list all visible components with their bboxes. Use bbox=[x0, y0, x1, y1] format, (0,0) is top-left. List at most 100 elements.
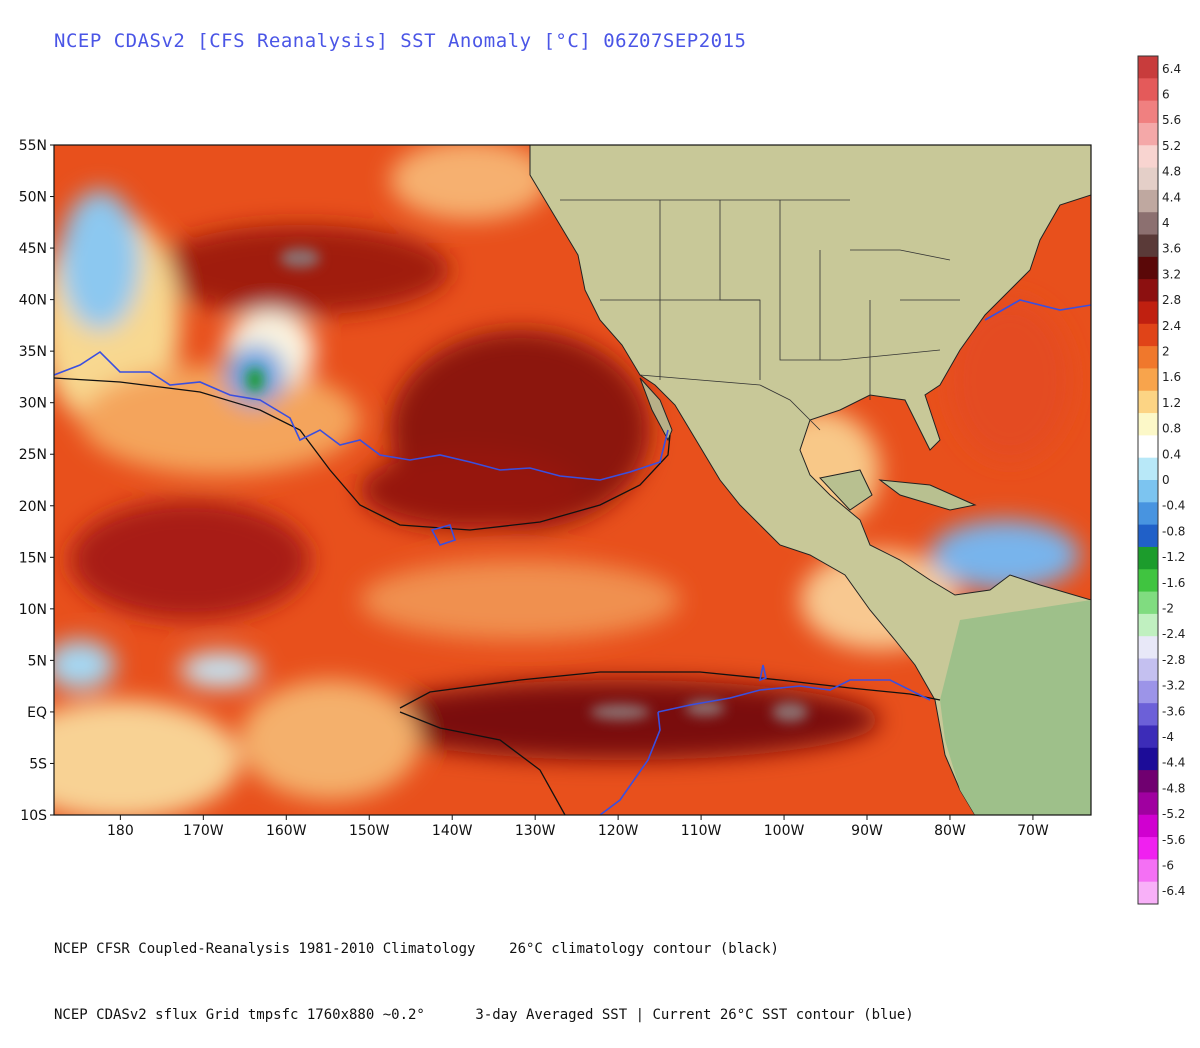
colorbar-label: 5.6 bbox=[1162, 113, 1181, 127]
colorbar-swatch bbox=[1138, 524, 1158, 548]
colorbar-label: -6.4 bbox=[1162, 884, 1185, 898]
colorbar-swatch bbox=[1138, 859, 1158, 883]
current-26c-contour bbox=[54, 299, 1091, 815]
colorbar-label: 0.4 bbox=[1162, 447, 1181, 461]
colorbar-swatch bbox=[1138, 680, 1158, 704]
lat-label: 50N bbox=[19, 190, 47, 206]
colorbar-swatch bbox=[1138, 189, 1158, 213]
colorbar-swatch bbox=[1138, 457, 1158, 481]
colorbar-label: -1.6 bbox=[1162, 576, 1185, 590]
yucatan bbox=[819, 469, 873, 511]
colorbar-swatch bbox=[1138, 234, 1158, 258]
colorbar-label: -4 bbox=[1162, 730, 1174, 744]
footer-line-1: NCEP CFSR Coupled-Reanalysis 1981-2010 C… bbox=[54, 941, 779, 957]
colorbar-label: -3.6 bbox=[1162, 704, 1185, 718]
colorbar-label: 1.6 bbox=[1162, 370, 1181, 384]
colorbar-swatch bbox=[1138, 502, 1158, 526]
map-frame bbox=[53, 144, 1092, 816]
colorbar-swatch bbox=[1138, 301, 1158, 325]
political-borders bbox=[560, 199, 960, 431]
lon-label: 110W bbox=[681, 823, 722, 839]
colorbar-label: 3.2 bbox=[1162, 267, 1181, 281]
colorbar-label: -5.2 bbox=[1162, 807, 1185, 821]
lat-label: 25N bbox=[19, 447, 47, 463]
colorbar-swatch bbox=[1138, 390, 1158, 414]
colorbar-label: -1.2 bbox=[1162, 550, 1185, 564]
colorbar-swatch bbox=[1138, 703, 1158, 726]
colorbar-label: -0.4 bbox=[1162, 499, 1185, 513]
lat-label: 40N bbox=[19, 293, 47, 309]
lat-label: 55N bbox=[19, 138, 47, 154]
lat-label: 10N bbox=[19, 602, 47, 618]
colorbar-label: 4.4 bbox=[1162, 190, 1181, 204]
colorbar-swatch bbox=[1138, 323, 1158, 347]
colorbar-swatch bbox=[1138, 881, 1158, 905]
footer-line-2: NCEP CDASv2 sflux Grid tmpsfc 1760x880 ~… bbox=[54, 1007, 914, 1023]
colorbar-swatch bbox=[1138, 747, 1158, 771]
lat-label: EQ bbox=[27, 705, 47, 721]
south-america-green bbox=[940, 600, 1091, 815]
colorbar-swatch bbox=[1138, 613, 1158, 637]
lat-label: 15N bbox=[19, 550, 47, 566]
colorbar-label: 4 bbox=[1162, 216, 1170, 230]
colorbar-swatch bbox=[1138, 100, 1158, 124]
colorbar-swatch bbox=[1138, 569, 1158, 593]
lon-label: 160W bbox=[266, 823, 307, 839]
colorbar-frame bbox=[1137, 55, 1159, 905]
colorbar-swatch bbox=[1138, 636, 1158, 660]
lat-label: 5N bbox=[28, 653, 47, 669]
lat-label: 20N bbox=[19, 499, 47, 515]
map-svg: 55N50N45N40N35N30N25N20N15N10N5NEQ5S10S … bbox=[19, 55, 1185, 905]
lat-label: 5S bbox=[29, 756, 47, 772]
colorbar-label: -0.8 bbox=[1162, 524, 1185, 538]
colorbar-swatch bbox=[1138, 546, 1158, 570]
colorbar-swatch bbox=[1138, 725, 1158, 749]
colorbar-label: -2 bbox=[1162, 601, 1174, 615]
colorbar-label: 0 bbox=[1162, 473, 1170, 487]
colorbar-swatch bbox=[1138, 167, 1158, 191]
colorbar-label: 2.4 bbox=[1162, 319, 1181, 333]
colorbar-label: 5.2 bbox=[1162, 139, 1181, 153]
land-masses bbox=[529, 145, 1091, 815]
colorbar-swatch bbox=[1138, 256, 1158, 280]
lon-label: 120W bbox=[598, 823, 639, 839]
climatology-26c-contour bbox=[54, 377, 941, 815]
colorbar-label: -6 bbox=[1162, 858, 1174, 872]
colorbar-label: 3.6 bbox=[1162, 242, 1181, 256]
colorbar-swatch bbox=[1138, 480, 1158, 503]
lat-label: 45N bbox=[19, 241, 47, 257]
colorbar-swatch bbox=[1138, 837, 1158, 860]
colorbar-label: 2 bbox=[1162, 345, 1170, 359]
colorbar-label: -2.8 bbox=[1162, 653, 1185, 667]
colorbar-swatch bbox=[1138, 78, 1158, 102]
colorbar-swatch bbox=[1138, 435, 1158, 459]
lon-label: 150W bbox=[349, 823, 390, 839]
colorbar-swatch bbox=[1138, 658, 1158, 682]
lat-label: 35N bbox=[19, 344, 47, 360]
colorbar-label: 2.8 bbox=[1162, 293, 1181, 307]
colorbar-label: 1.2 bbox=[1162, 396, 1181, 410]
lon-label: 130W bbox=[515, 823, 556, 839]
colorbar-label: -4.4 bbox=[1162, 756, 1185, 770]
lat-label: 30N bbox=[19, 396, 47, 412]
lon-label: 80W bbox=[934, 823, 966, 839]
lon-label: 170W bbox=[183, 823, 224, 839]
longitude-axis: 180 170W 160W 150W 140W 130W 120W 110W 100W 90W 80… bbox=[107, 815, 1049, 839]
colorbar-swatch bbox=[1138, 770, 1158, 793]
colorbar-swatch bbox=[1138, 145, 1158, 169]
colorbar-swatch bbox=[1138, 814, 1158, 838]
colorbar-swatch bbox=[1138, 212, 1158, 236]
colorbar-swatch bbox=[1138, 368, 1158, 392]
colorbar-label: -2.4 bbox=[1162, 627, 1185, 641]
colorbar-swatch bbox=[1138, 346, 1158, 369]
colorbar-label: -4.8 bbox=[1162, 781, 1185, 795]
lon-label: 70W bbox=[1017, 823, 1049, 839]
lon-label: 90W bbox=[851, 823, 883, 839]
colorbar-label: -3.2 bbox=[1162, 679, 1185, 693]
colorbar-swatch bbox=[1138, 279, 1158, 302]
colorbar-swatch bbox=[1138, 792, 1158, 816]
lon-label: 180 bbox=[107, 823, 134, 839]
colorbar-label: 6 bbox=[1162, 88, 1170, 102]
colorbar-swatch bbox=[1138, 56, 1158, 79]
colorbar-label: 4.8 bbox=[1162, 165, 1181, 179]
